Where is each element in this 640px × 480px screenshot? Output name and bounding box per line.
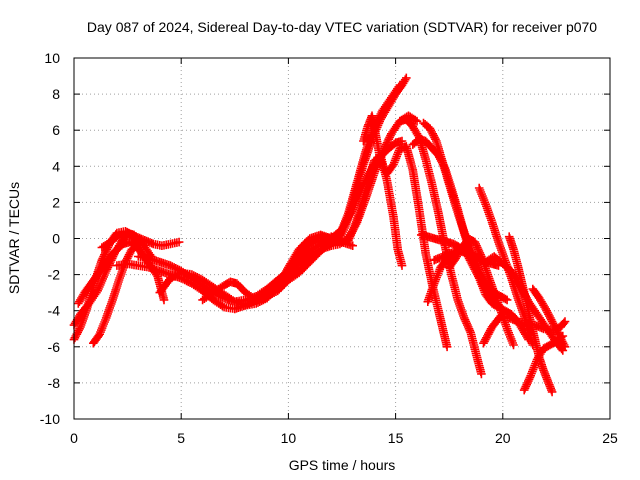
series-sat-y (519, 331, 568, 395)
series-sat-o (395, 115, 486, 379)
data-point (477, 369, 486, 379)
x-tick-label: 25 (602, 430, 618, 446)
y-tick-label: 4 (52, 158, 60, 174)
x-tick-label: 10 (281, 430, 297, 446)
data-point (402, 73, 411, 83)
chart-title: Day 087 of 2024, Sidereal Day-to-day VTE… (87, 19, 597, 35)
y-tick-label: -8 (48, 375, 61, 391)
y-tick-label: -10 (40, 411, 60, 427)
y-tick-label: 2 (52, 194, 60, 210)
y-tick-label: -6 (48, 339, 61, 355)
y-tick-label: 0 (52, 231, 60, 247)
x-axis-label: GPS time / hours (289, 457, 396, 473)
plot-frame (73, 57, 611, 420)
data-point (560, 317, 570, 326)
data-point (348, 241, 357, 250)
data-point (412, 116, 422, 126)
y-axis-label: SDTVAR / TECUs (6, 182, 22, 294)
series-sat-e (97, 228, 184, 252)
x-tick-label: 0 (70, 430, 78, 446)
data-marks (69, 73, 570, 397)
x-tick-label: 5 (177, 430, 185, 446)
y-tick-label: -4 (48, 303, 61, 319)
series-sat-d (89, 239, 143, 348)
data-point (559, 318, 569, 328)
x-tick-label: 15 (388, 430, 404, 446)
x-tick-label: 20 (495, 430, 511, 446)
y-tick-label: 10 (44, 50, 60, 66)
series-sat-l (333, 73, 411, 249)
series-sat-c (74, 237, 169, 308)
series-sat-z (528, 284, 570, 352)
data-point (159, 295, 169, 305)
y-tick-label: 6 (52, 122, 60, 138)
data-point (397, 136, 407, 146)
data-point (509, 340, 518, 350)
data-point (174, 237, 184, 247)
series-sat-x (504, 232, 557, 397)
data-point (547, 387, 557, 397)
data-point (397, 261, 407, 270)
y-tick-label: -2 (48, 267, 61, 283)
data-point (560, 342, 570, 352)
data-point (502, 295, 512, 305)
data-point (442, 342, 452, 352)
series-sat-w (479, 311, 570, 348)
y-tick-label: 8 (52, 86, 60, 102)
